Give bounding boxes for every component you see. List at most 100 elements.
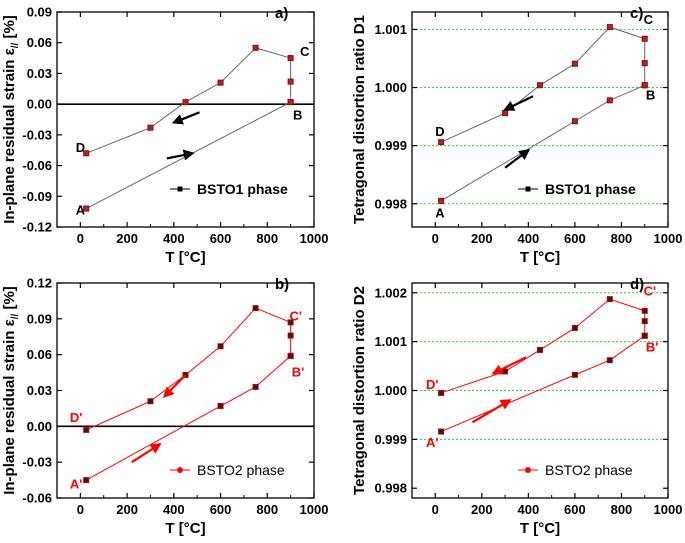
series-line-heating — [85, 355, 291, 481]
data-point — [571, 60, 578, 67]
plot-frame — [56, 11, 315, 228]
x-tick-label: 600 — [564, 231, 586, 246]
data-point — [83, 426, 90, 433]
x-tick-label: 0 — [77, 502, 84, 517]
panel-label: c) — [630, 5, 643, 22]
data-point — [438, 197, 445, 204]
data-point — [606, 357, 613, 364]
data-point — [287, 99, 294, 106]
data-point — [571, 118, 578, 125]
panel-label: a) — [275, 5, 288, 22]
y-tick-label: 0.00 — [27, 97, 52, 112]
x-tick-label: 1000 — [654, 502, 683, 517]
series-line-cooling — [86, 47, 292, 154]
x-tick-label: 800 — [611, 502, 633, 517]
data-point — [606, 24, 613, 31]
direction-arrow — [166, 149, 195, 161]
x-axis-title: T [°C] — [520, 520, 560, 537]
y-tick-label: -0.06 — [22, 158, 52, 173]
point-annotation: C' — [644, 283, 656, 298]
data-point — [438, 389, 445, 396]
x-axis-title: T [°C] — [165, 520, 205, 537]
y-axis-title-subscript: // — [10, 43, 21, 49]
data-point — [252, 44, 259, 51]
data-point — [438, 428, 445, 435]
panel-label: b) — [275, 276, 289, 293]
panel-label: d) — [630, 276, 644, 293]
y-tick-label: 1.001 — [374, 334, 407, 349]
data-point — [217, 403, 224, 410]
y-axis-title-main: In-plane residual strain ε — [1, 48, 18, 224]
y-axis-title-unit: [%] — [1, 15, 18, 43]
y-tick-label: 0.12 — [27, 276, 52, 291]
data-point — [606, 296, 613, 303]
x-axis-title: T [°C] — [520, 249, 560, 266]
x-tick-label: 400 — [163, 502, 185, 517]
data-point — [537, 82, 544, 89]
y-axis-title: In-plane residual strain ε// [%] — [1, 286, 21, 495]
direction-arrow — [162, 374, 187, 399]
series-line-cooling — [440, 298, 646, 394]
y-tick-label: 0.06 — [27, 347, 52, 362]
series-line-cooling — [86, 307, 292, 431]
data-point — [641, 60, 648, 67]
x-tick-label: 400 — [518, 231, 540, 246]
x-tick-label: 800 — [611, 231, 633, 246]
point-annotation: B — [646, 88, 655, 103]
y-axis-title-main: Tetragonal distortion ratio D1 — [351, 15, 368, 224]
point-annotation: B' — [292, 364, 304, 379]
x-tick-label: 800 — [256, 502, 278, 517]
direction-arrow — [131, 443, 162, 464]
x-tick-label: 200 — [116, 231, 138, 246]
series-line-heating — [440, 84, 645, 202]
data-point — [83, 150, 90, 157]
data-point — [571, 324, 578, 331]
y-tick-label: -0.06 — [22, 491, 52, 506]
data-point — [641, 332, 648, 339]
x-tick-label: 1000 — [300, 231, 329, 246]
x-tick-label: 0 — [432, 231, 439, 246]
data-point — [147, 398, 154, 405]
point-annotation: D — [435, 124, 444, 139]
y-axis-title: Tetragonal distortion ratio D1 — [351, 15, 368, 224]
y-tick-label: 1.000 — [374, 383, 407, 398]
panel-d: 0 200 400 600 800 1000 0.998 0.999 1.000 1.001 1.0… — [351, 276, 682, 537]
data-point — [287, 319, 294, 326]
y-tick-label: 1.001 — [374, 22, 407, 37]
x-tick-label: 600 — [210, 502, 232, 517]
data-point — [287, 332, 294, 339]
x-tick-label: 0 — [77, 231, 84, 246]
direction-arrow — [491, 356, 527, 375]
x-tick-label: 400 — [518, 502, 540, 517]
point-annotation: A — [435, 205, 445, 220]
point-annotation: B — [293, 107, 302, 122]
point-annotation: D — [76, 140, 85, 155]
y-axis-title: Tetragonal distortion ratio D2 — [351, 286, 368, 495]
panel-b: 0 200 400 600 800 1000 -0.06 -0.03 0.00 0.03 0.06 0… — [1, 276, 328, 538]
legend-marker — [177, 467, 183, 473]
x-tick-label: 200 — [471, 502, 493, 517]
x-tick-label: 0 — [432, 502, 439, 517]
data-point — [83, 205, 90, 212]
data-point — [438, 139, 445, 146]
legend-marker — [177, 186, 183, 192]
direction-arrow — [504, 148, 531, 169]
y-tick-label: 0.03 — [27, 383, 52, 398]
data-point — [217, 343, 224, 350]
y-tick-label: 1.000 — [374, 80, 407, 95]
y-tick-label: 0.999 — [374, 138, 407, 153]
y-tick-label: 0.00 — [27, 419, 52, 434]
data-point — [217, 79, 224, 86]
y-tick-label: 1.002 — [374, 285, 407, 300]
data-point — [252, 305, 259, 312]
data-point — [641, 318, 648, 325]
y-tick-label: 0.998 — [374, 481, 407, 496]
data-point — [287, 55, 294, 62]
y-axis-title-main: In-plane residual strain ε — [1, 319, 18, 495]
y-tick-label: 0.06 — [27, 35, 52, 50]
y-axis-title-unit: [%] — [1, 286, 18, 314]
data-point — [287, 352, 294, 359]
x-tick-label: 800 — [256, 231, 278, 246]
x-tick-label: 200 — [471, 231, 493, 246]
y-tick-label: -0.03 — [22, 127, 52, 142]
